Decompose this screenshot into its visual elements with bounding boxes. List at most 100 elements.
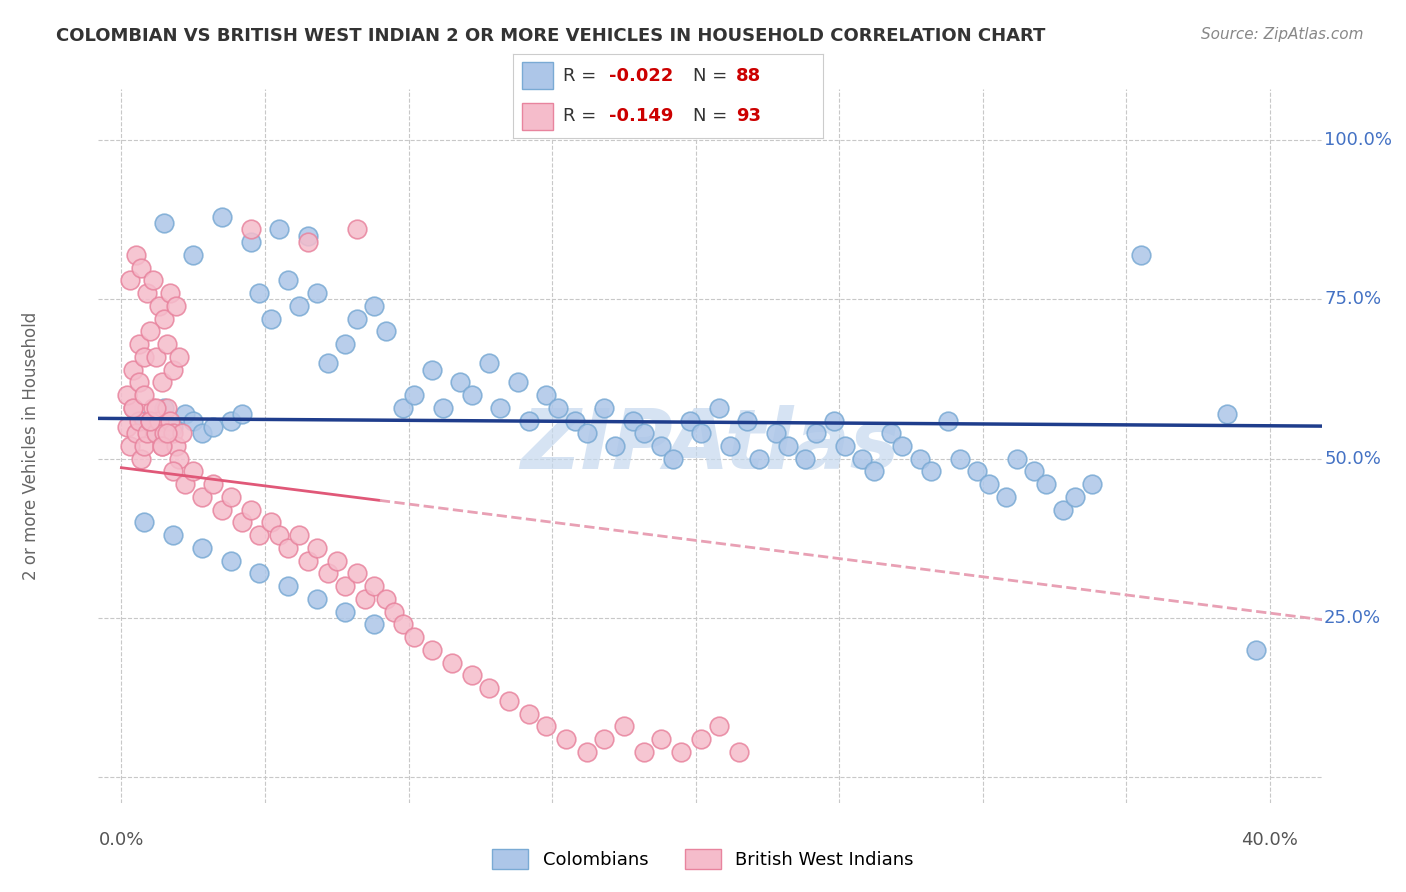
Text: R =: R = — [562, 67, 602, 85]
Point — [391, 617, 413, 632]
Point — [679, 413, 702, 427]
Point — [690, 426, 713, 441]
Point — [575, 745, 598, 759]
Text: -0.022: -0.022 — [609, 67, 673, 85]
Point — [354, 591, 377, 606]
Point — [150, 376, 173, 390]
Text: 0.0%: 0.0% — [98, 831, 143, 849]
Point — [260, 311, 283, 326]
Point — [661, 451, 683, 466]
Point — [1035, 477, 1057, 491]
Point — [162, 426, 184, 441]
Point — [363, 617, 385, 632]
Point — [633, 426, 655, 441]
Point — [621, 413, 644, 427]
Point — [650, 732, 672, 747]
Point — [305, 286, 328, 301]
Point — [1052, 502, 1074, 516]
Point — [134, 439, 156, 453]
Point — [707, 401, 730, 415]
Point — [167, 350, 190, 364]
Legend: Colombians, British West Indians: Colombians, British West Indians — [484, 839, 922, 879]
Point — [793, 451, 815, 466]
Point — [460, 388, 482, 402]
Point — [145, 401, 167, 415]
Point — [806, 426, 828, 441]
Point — [269, 222, 291, 236]
Point — [128, 413, 150, 427]
Point — [153, 401, 176, 415]
Point — [122, 401, 145, 415]
Point — [718, 439, 741, 453]
Point — [592, 401, 614, 415]
Point — [949, 451, 972, 466]
Point — [211, 210, 233, 224]
Point — [173, 407, 195, 421]
Text: N =: N = — [693, 67, 733, 85]
Point — [346, 566, 368, 581]
Point — [404, 630, 426, 644]
Text: COLOMBIAN VS BRITISH WEST INDIAN 2 OR MORE VEHICLES IN HOUSEHOLD CORRELATION CHA: COLOMBIAN VS BRITISH WEST INDIAN 2 OR MO… — [56, 27, 1046, 45]
Point — [994, 490, 1017, 504]
Point — [363, 299, 385, 313]
Point — [125, 248, 148, 262]
Text: Source: ZipAtlas.com: Source: ZipAtlas.com — [1201, 27, 1364, 42]
Point — [162, 420, 184, 434]
Point — [165, 439, 187, 453]
Point — [128, 376, 150, 390]
Text: R =: R = — [562, 107, 602, 125]
Point — [219, 554, 242, 568]
Point — [159, 286, 181, 301]
Point — [131, 260, 153, 275]
Point — [162, 362, 184, 376]
Point — [134, 413, 156, 427]
Point — [148, 299, 170, 313]
Point — [938, 413, 960, 427]
Point — [297, 228, 319, 243]
Bar — [523, 103, 554, 130]
Point — [536, 388, 558, 402]
Point — [260, 516, 283, 530]
Point — [851, 451, 873, 466]
Point — [316, 566, 339, 581]
Point — [202, 420, 225, 434]
Point — [122, 362, 145, 376]
Point — [211, 502, 233, 516]
Point — [498, 694, 520, 708]
Point — [765, 426, 787, 441]
Point — [247, 528, 270, 542]
Point — [167, 451, 190, 466]
Point — [575, 426, 598, 441]
Point — [269, 528, 291, 542]
Point — [181, 248, 204, 262]
Point — [297, 554, 319, 568]
Point — [219, 413, 242, 427]
Text: -0.149: -0.149 — [609, 107, 673, 125]
Point — [382, 605, 405, 619]
Point — [1063, 490, 1085, 504]
Point — [633, 745, 655, 759]
Point — [170, 426, 193, 441]
Point — [128, 337, 150, 351]
Point — [239, 235, 262, 249]
Point — [517, 706, 540, 721]
Point — [335, 337, 357, 351]
Point — [880, 426, 903, 441]
Text: 93: 93 — [735, 107, 761, 125]
Point — [139, 413, 162, 427]
Point — [650, 439, 672, 453]
Point — [125, 426, 148, 441]
Point — [277, 273, 299, 287]
Point — [139, 413, 162, 427]
Point — [420, 362, 443, 376]
Point — [1216, 407, 1239, 421]
Point — [277, 579, 299, 593]
Point — [1081, 477, 1104, 491]
Point — [748, 451, 770, 466]
Point — [142, 401, 165, 415]
Point — [247, 566, 270, 581]
Point — [449, 376, 471, 390]
Point — [142, 273, 165, 287]
Point — [288, 528, 311, 542]
Point — [690, 732, 713, 747]
